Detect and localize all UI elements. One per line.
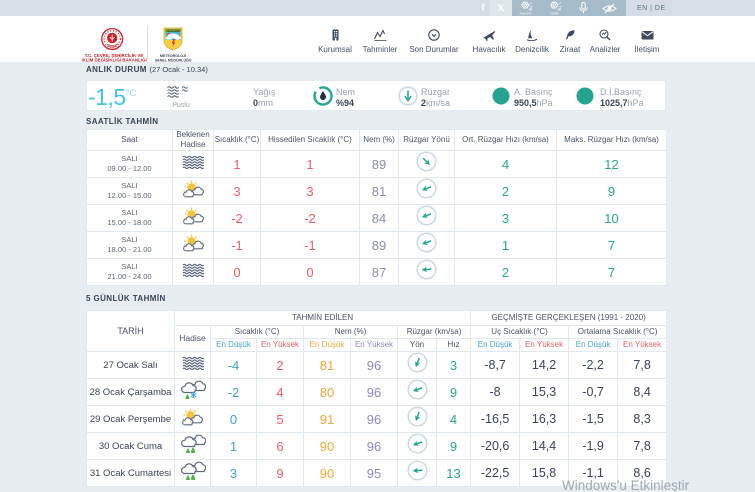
- svg-text:GENEL MÜDÜRLÜĞÜ: GENEL MÜDÜRLÜĞÜ: [155, 57, 192, 62]
- svg-text:İKLİM DEĞİŞİKLİĞİ BAKANLIĞI: İKLİM DEĞİŞİKLİĞİ BAKANLIĞI: [82, 58, 147, 63]
- svg-text:METEOROLOJİ: METEOROLOJİ: [165, 30, 181, 33]
- svg-text:METEOROLOJİ: METEOROLOJİ: [160, 54, 186, 58]
- svg-text:ANKARA: ANKARA: [519, 12, 531, 16]
- svg-text:T.C. ÇEVRE, ŞEHİRCİLİK VE: T.C. ÇEVRE, ŞEHİRCİLİK VE: [85, 53, 144, 58]
- svg-text:İZMİR: İZMİR: [550, 11, 559, 16]
